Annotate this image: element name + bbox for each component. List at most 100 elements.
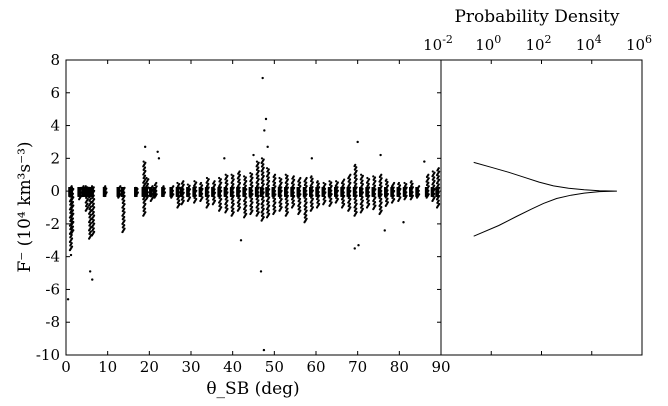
scatter-point	[123, 199, 126, 202]
scatter-point	[268, 171, 271, 174]
scatter-point	[330, 197, 333, 200]
scatter-point	[245, 179, 248, 183]
scatter-point	[261, 76, 264, 80]
scatter-point	[255, 160, 259, 163]
scatter-point	[349, 206, 352, 209]
scatter-point-core	[317, 187, 319, 197]
scatter-point-core	[361, 187, 363, 197]
density-title: Probability Density	[454, 7, 619, 27]
scatter-point	[71, 225, 75, 228]
scatter-point	[144, 169, 147, 173]
scatter-point	[353, 247, 356, 250]
scatter-point	[310, 157, 314, 160]
scatter-point	[355, 207, 358, 210]
scatter-point	[373, 176, 377, 179]
scatter-point	[268, 204, 271, 207]
scatter-point	[251, 209, 254, 212]
scatter-point	[278, 176, 281, 180]
scatter-point-core	[257, 187, 259, 197]
scatter-point	[292, 199, 295, 202]
scatter-point-core	[146, 187, 149, 197]
scatter-point	[305, 176, 308, 180]
scatter-point	[355, 202, 358, 205]
scatter-point	[405, 182, 408, 186]
scatter-point	[88, 270, 92, 273]
scatter-point	[232, 178, 235, 181]
scatter-y-tick-label: 6	[50, 84, 60, 102]
scatter-point	[274, 185, 277, 188]
scatter-x-tick-label: 40	[223, 358, 242, 376]
scatter-point	[335, 180, 338, 183]
scatter-point	[379, 153, 382, 157]
scatter-point	[156, 150, 159, 153]
scatter-point	[286, 211, 289, 214]
scatter-point	[274, 201, 277, 204]
scatter-point	[368, 202, 371, 206]
scatter-point	[311, 197, 314, 201]
scatter-x-tick-label: 70	[348, 358, 367, 376]
scatter-point	[259, 270, 263, 273]
scatter-point	[299, 209, 302, 212]
scatter-point	[280, 202, 283, 205]
scatter-point	[437, 167, 440, 170]
scatter-point	[437, 199, 440, 202]
scatter-point	[380, 173, 383, 176]
scatter-point	[207, 178, 210, 181]
scatter-point	[348, 178, 352, 181]
scatter-point	[251, 201, 254, 204]
scatter-point	[182, 180, 185, 183]
scatter-point	[93, 230, 96, 233]
scatter-point	[93, 206, 96, 209]
scatter-point	[292, 183, 295, 186]
scatter-point	[251, 197, 254, 200]
scatter-point	[230, 173, 233, 176]
scatter-point	[433, 176, 436, 179]
scatter-point	[355, 199, 358, 202]
scatter-point	[260, 157, 264, 160]
scatter-point	[286, 202, 289, 206]
scatter-point	[273, 197, 277, 201]
scatter-point	[262, 199, 265, 202]
scatter-point	[355, 211, 358, 214]
scatter-point	[188, 196, 192, 199]
scatter-point	[232, 182, 235, 186]
scatter-y-axis-label: F⁻ (10⁴ km³s⁻³)	[15, 141, 35, 272]
scatter-point	[226, 174, 229, 178]
scatter-point	[143, 145, 147, 149]
scatter-point	[385, 178, 388, 181]
scatter-point	[355, 169, 358, 172]
scatter-point	[218, 176, 221, 180]
scatter-point	[143, 166, 147, 169]
scatter-point	[361, 199, 364, 202]
scatter-point-core	[123, 187, 125, 197]
scatter-point	[257, 174, 260, 177]
scatter-point-core	[386, 187, 388, 197]
scatter-y-tick-label: 4	[50, 117, 60, 135]
scatter-point	[374, 179, 377, 183]
scatter-point	[257, 202, 260, 206]
scatter-point	[238, 198, 242, 201]
scatter-point	[273, 173, 277, 176]
scatter-point-core	[213, 187, 215, 197]
scatter-point	[438, 202, 441, 206]
scatter-point	[397, 181, 401, 185]
scatter-point	[305, 185, 308, 188]
scatter-point	[220, 181, 223, 184]
scatter-point	[144, 161, 147, 164]
scatter-point	[299, 185, 302, 188]
scatter-point	[311, 202, 314, 205]
scatter-point	[349, 173, 352, 176]
scatter-point	[330, 201, 333, 204]
scatter-point-core	[92, 187, 94, 197]
scatter-point	[232, 211, 235, 214]
scatter-point-core	[105, 187, 107, 197]
scatter-point-core	[433, 187, 435, 197]
scatter-point	[293, 202, 296, 206]
scatter-point	[238, 170, 241, 173]
scatter-point	[262, 348, 266, 352]
scatter-point	[207, 202, 210, 206]
scatter-point	[355, 182, 358, 185]
scatter-point	[298, 205, 302, 209]
scatter-point	[267, 201, 270, 204]
